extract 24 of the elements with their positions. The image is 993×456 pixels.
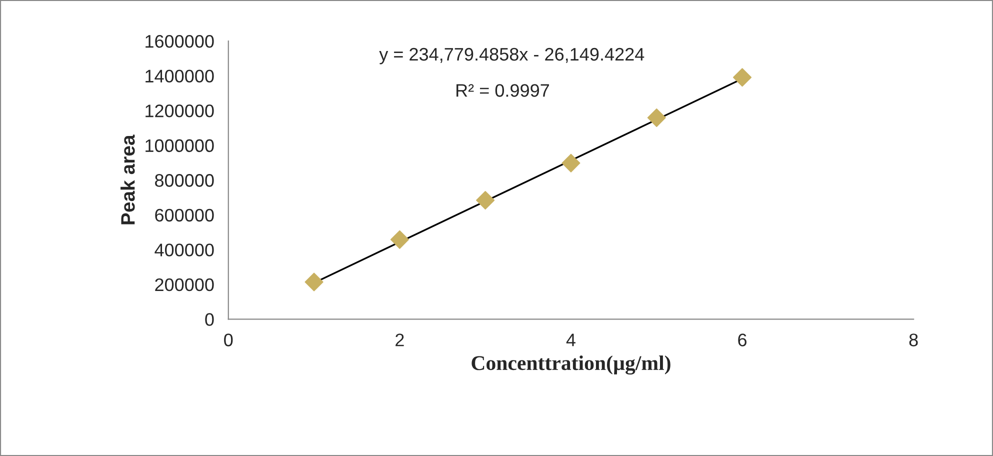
point bbox=[732, 68, 752, 87]
x-tick-label: 4 bbox=[566, 334, 576, 346]
y-tick-label: 0 bbox=[205, 313, 214, 326]
x-tick-label: 8 bbox=[909, 334, 918, 346]
point bbox=[476, 191, 495, 210]
y-tick-label: 200000 bbox=[155, 278, 214, 292]
point bbox=[562, 154, 580, 172]
y-tick-label: 1000000 bbox=[146, 139, 214, 152]
y-tick-label: 400000 bbox=[154, 244, 214, 256]
x-tick-label: 6 bbox=[738, 334, 746, 346]
y-tick-label: 600000 bbox=[155, 208, 214, 222]
x-tick-label: 2 bbox=[396, 334, 404, 346]
annotation: R² = 0.9997 bbox=[456, 84, 549, 97]
y-tick-label: 800000 bbox=[155, 174, 214, 187]
point bbox=[647, 108, 666, 127]
y-tick-label: 1600000 bbox=[146, 34, 214, 48]
x-tick-label: 0 bbox=[224, 334, 233, 346]
y-tick-label: 1200000 bbox=[146, 104, 214, 118]
x-axis-title: Concenttration(µg/ml) bbox=[472, 355, 670, 375]
point bbox=[304, 272, 324, 292]
y-axis-title: Peak area bbox=[120, 134, 135, 224]
y-tick-label: 1400000 bbox=[146, 70, 214, 83]
point bbox=[390, 230, 409, 249]
annotation: y = 234,779.4858x - 26,149.4224 bbox=[379, 48, 644, 64]
